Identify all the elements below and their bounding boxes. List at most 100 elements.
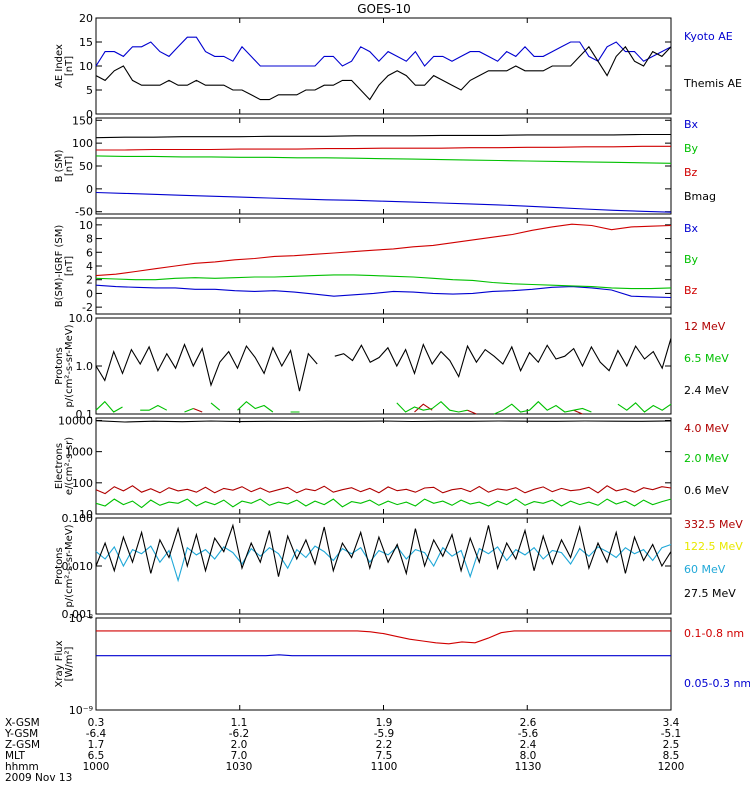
footer-value: 7.0 xyxy=(231,750,248,762)
y-tick-label: -50 xyxy=(75,206,93,219)
y-tick-label: 0 xyxy=(86,183,93,196)
footer-value: 1.1 xyxy=(231,717,248,729)
y-tick-label: 10.0 xyxy=(69,312,94,325)
legend-entry: 0.05-0.3 nm xyxy=(684,677,750,690)
series-line-0-05-0-3-nm xyxy=(96,654,671,657)
legend-entry: 12 MeV xyxy=(684,320,726,333)
panel-frame xyxy=(95,217,672,315)
series-line-4-0-mev xyxy=(95,485,672,495)
legend-entry: Bz xyxy=(684,166,698,179)
legend-entry: 6.5 MeV xyxy=(684,352,729,365)
series-line-12-mev xyxy=(193,403,583,415)
y-tick-label: 50 xyxy=(79,160,93,173)
y-tick-label: 150 xyxy=(72,114,93,127)
y-axis-label: Protons xyxy=(54,547,65,584)
y-tick-label: 2 xyxy=(86,274,93,287)
panel-4: 0.1 1.0 10.0 Protons p/(cm²-s-sr-MeV) 12 MeV 6… xyxy=(54,312,729,421)
y-tick-label: 10000 xyxy=(58,414,93,427)
series-line-6-5-mev xyxy=(95,400,672,415)
y-tick-label: 10⁻⁹ xyxy=(69,704,93,717)
panel-frame xyxy=(95,117,672,215)
legend-entry: 0.1-0.8 nm xyxy=(684,627,744,640)
series-line-bx xyxy=(95,284,672,299)
series-line-2-0-mev xyxy=(95,498,672,509)
footer-value: 8.5 xyxy=(663,750,680,762)
y-tick-label: 15 xyxy=(79,36,93,49)
y-tick-label: -2 xyxy=(82,301,93,314)
y-tick-label: 10 xyxy=(79,60,93,73)
footer-value: 0.3 xyxy=(88,717,105,729)
panel-frame xyxy=(95,617,672,711)
legend-entry: 0.6 MeV xyxy=(684,484,729,497)
plot-title: GOES-10 xyxy=(357,2,411,16)
series-line-by xyxy=(95,155,672,164)
footer-value: 1200 xyxy=(658,761,685,773)
legend-entry: 2.4 MeV xyxy=(684,384,729,397)
footer-value: 2.4 xyxy=(520,739,537,751)
y-axis-label: Protons xyxy=(54,347,65,384)
panel-frame xyxy=(95,317,672,415)
footer-row-label: Y-GSM xyxy=(4,728,38,740)
y-axis-label: B(SM)-IGRF (SM) xyxy=(54,225,65,308)
footer-value: 1000 xyxy=(83,761,110,773)
y-tick-label: 10 xyxy=(79,508,93,521)
panel-1: 0 5 10 15 20 AE Index [nT] Kyoto AE Themis AE xyxy=(54,12,742,121)
legend-entry: 2.0 MeV xyxy=(684,452,729,465)
y-axis-label: [nT] xyxy=(64,156,75,176)
series-line-bmag xyxy=(95,133,671,139)
footer-value: -5.6 xyxy=(518,728,539,740)
footer-value: 1030 xyxy=(226,761,253,773)
legend-entry: Themis AE xyxy=(683,77,742,90)
y-axis-label: AE Index xyxy=(54,44,65,88)
panel-7: 10⁻⁹ 10⁻⁸ Xray Flux [W/m²] 0.1-0.8 nm 0.05-0.… xyxy=(54,612,750,717)
panel-frame xyxy=(95,17,672,115)
footer-value: -5.1 xyxy=(661,728,682,740)
y-axis-label: e/(cm²-s-sr) xyxy=(64,437,75,495)
y-tick-label: 4 xyxy=(86,260,93,273)
y-tick-label: 5 xyxy=(86,84,93,97)
legend-entry: Bmag xyxy=(684,190,716,203)
footer-value: 8.0 xyxy=(520,750,537,762)
footer-row-label: hhmm xyxy=(5,761,39,773)
y-tick-label: 0 xyxy=(86,108,93,121)
footer-row-label: X-GSM xyxy=(5,717,40,729)
y-axis-label: [W/m²] xyxy=(64,646,75,681)
series-line-0-1-0-8-nm xyxy=(96,630,671,645)
y-axis-label: [nT] xyxy=(64,56,75,76)
legend-entry: Kyoto AE xyxy=(684,30,733,43)
y-tick-label: 6 xyxy=(86,246,93,259)
footer-value: 1.7 xyxy=(88,739,105,751)
y-tick-label: 20 xyxy=(79,12,93,25)
footer-value: 6.5 xyxy=(88,750,105,762)
y-axis-label: B (SM) xyxy=(54,149,65,182)
y-tick-label: 0.001 xyxy=(62,608,94,621)
footer-value: 1.9 xyxy=(376,717,393,729)
series-line-bz xyxy=(95,223,672,277)
y-axis-label: p/(cm²-s-sr-MeV) xyxy=(64,324,75,407)
series-line-2-4-mev xyxy=(95,338,672,392)
legend-entry: Bx xyxy=(684,222,699,235)
legend-entry: Bx xyxy=(684,118,699,131)
series-line-27-5-mev xyxy=(95,523,672,577)
legend-entry: 122.5 MeV xyxy=(684,540,743,553)
legend-entry: Bz xyxy=(684,284,698,297)
y-axis-label: [nT] xyxy=(64,256,75,276)
y-tick-label: 8 xyxy=(86,233,93,246)
footer-row-label: MLT xyxy=(5,750,25,762)
panel-frame xyxy=(95,417,672,515)
footer-value: 7.5 xyxy=(376,750,393,762)
series-line-by xyxy=(95,274,672,290)
legend-entry: By xyxy=(684,253,699,266)
series-line-bx xyxy=(95,191,672,213)
footer-value: 1130 xyxy=(515,761,542,773)
y-tick-label: 0.010 xyxy=(62,560,94,573)
panel-6: 0.001 0.010 0.100 Protons p/(cm²-s-sr-MeV) 33… xyxy=(54,512,743,621)
panel-5: 10 100 1000 10000 Electrons e/(cm²-s-sr) 4.0 M… xyxy=(54,414,729,521)
y-tick-label: 0 xyxy=(86,287,93,300)
footer-value: 2.6 xyxy=(520,717,537,729)
y-tick-label: 100 xyxy=(72,137,93,150)
